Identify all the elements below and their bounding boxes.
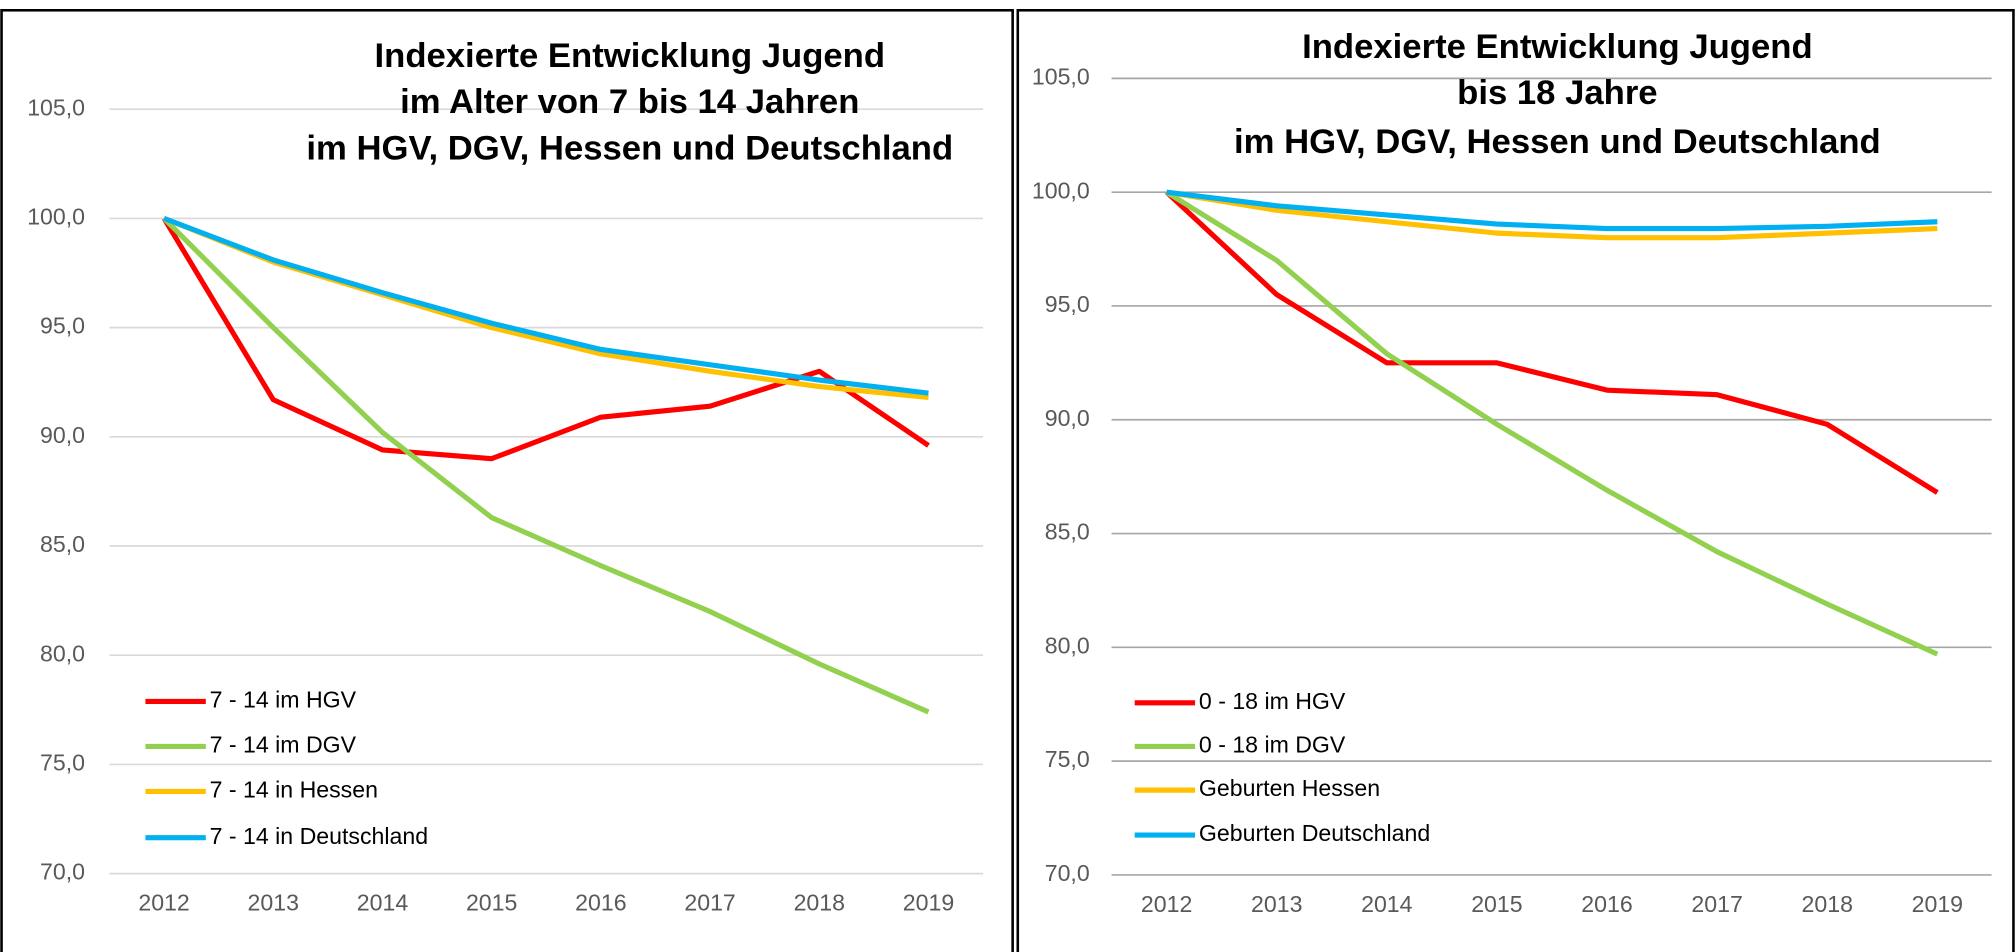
legend-label: 7 - 14 im HGV: [210, 687, 357, 713]
chart-title: im HGV, DGV, Hessen und Deutschland: [1234, 123, 1881, 161]
x-tick-label: 2017: [684, 890, 735, 916]
x-tick-label: 2014: [357, 890, 409, 916]
x-tick-label: 2013: [1251, 891, 1302, 917]
y-tick-label: 100,0: [27, 204, 85, 230]
chart-title: bis 18 Jahre: [1457, 74, 1657, 112]
y-tick-label: 95,0: [1045, 291, 1090, 317]
chart-title: im HGV, DGV, Hessen und Deutschland: [306, 129, 953, 167]
x-tick-label: 2018: [1802, 891, 1853, 917]
y-tick-label: 90,0: [1045, 405, 1090, 431]
panel-border: [0, 8, 1014, 952]
y-tick-label: 70,0: [1045, 860, 1090, 886]
y-tick-label: 75,0: [1045, 746, 1090, 772]
series-line: [1166, 189, 1938, 232]
legend-label: Geburten Deutschland: [1199, 820, 1430, 846]
chart-title: Indexierte Entwicklung Jugend: [1302, 28, 1813, 66]
x-tick-label: 2016: [1581, 891, 1632, 917]
legend-label: 7 - 14 in Deutschland: [210, 823, 428, 849]
x-tick-label: 2018: [794, 890, 845, 916]
x-tick-label: 2017: [1691, 891, 1742, 917]
series-line: [1164, 190, 1939, 495]
legend-label: 7 - 14 im DGV: [210, 732, 357, 758]
x-tick-label: 2012: [138, 890, 189, 916]
x-tick-label: 2015: [466, 890, 517, 916]
x-tick-label: 2019: [903, 890, 954, 916]
legend-label: 0 - 18 im DGV: [1199, 732, 1346, 758]
x-tick-label: 2013: [248, 890, 299, 916]
legend-label: 0 - 18 im HGV: [1199, 688, 1346, 714]
y-tick-label: 90,0: [40, 422, 85, 448]
x-tick-label: 2016: [575, 890, 626, 916]
panel-border: [1016, 8, 2015, 952]
y-tick-label: 80,0: [1045, 632, 1090, 658]
chart-title: Indexierte Entwicklung Jugend: [375, 37, 886, 75]
series-line: [1165, 189, 1939, 657]
x-tick-label: 2014: [1361, 891, 1413, 917]
chart-title: im Alter von 7 bis 14 Jahren: [400, 83, 859, 121]
y-tick-label: 85,0: [1045, 519, 1090, 545]
y-tick-label: 105,0: [1032, 63, 1090, 89]
y-tick-label: 105,0: [27, 94, 85, 120]
y-tick-label: 85,0: [40, 531, 85, 557]
x-tick-label: 2012: [1141, 891, 1192, 917]
series-line: [1166, 189, 1938, 241]
series-line: [162, 216, 930, 715]
y-tick-label: 75,0: [40, 750, 85, 776]
x-tick-label: 2015: [1471, 891, 1522, 917]
y-tick-label: 70,0: [40, 859, 85, 885]
legend-label: 7 - 14 in Hessen: [210, 777, 378, 803]
series-line: [163, 216, 929, 396]
x-tick-label: 2019: [1912, 891, 1963, 917]
y-tick-label: 95,0: [40, 313, 85, 339]
y-tick-label: 100,0: [1032, 177, 1090, 203]
legend-label: Geburten Hessen: [1199, 775, 1380, 801]
y-tick-label: 80,0: [40, 640, 85, 666]
